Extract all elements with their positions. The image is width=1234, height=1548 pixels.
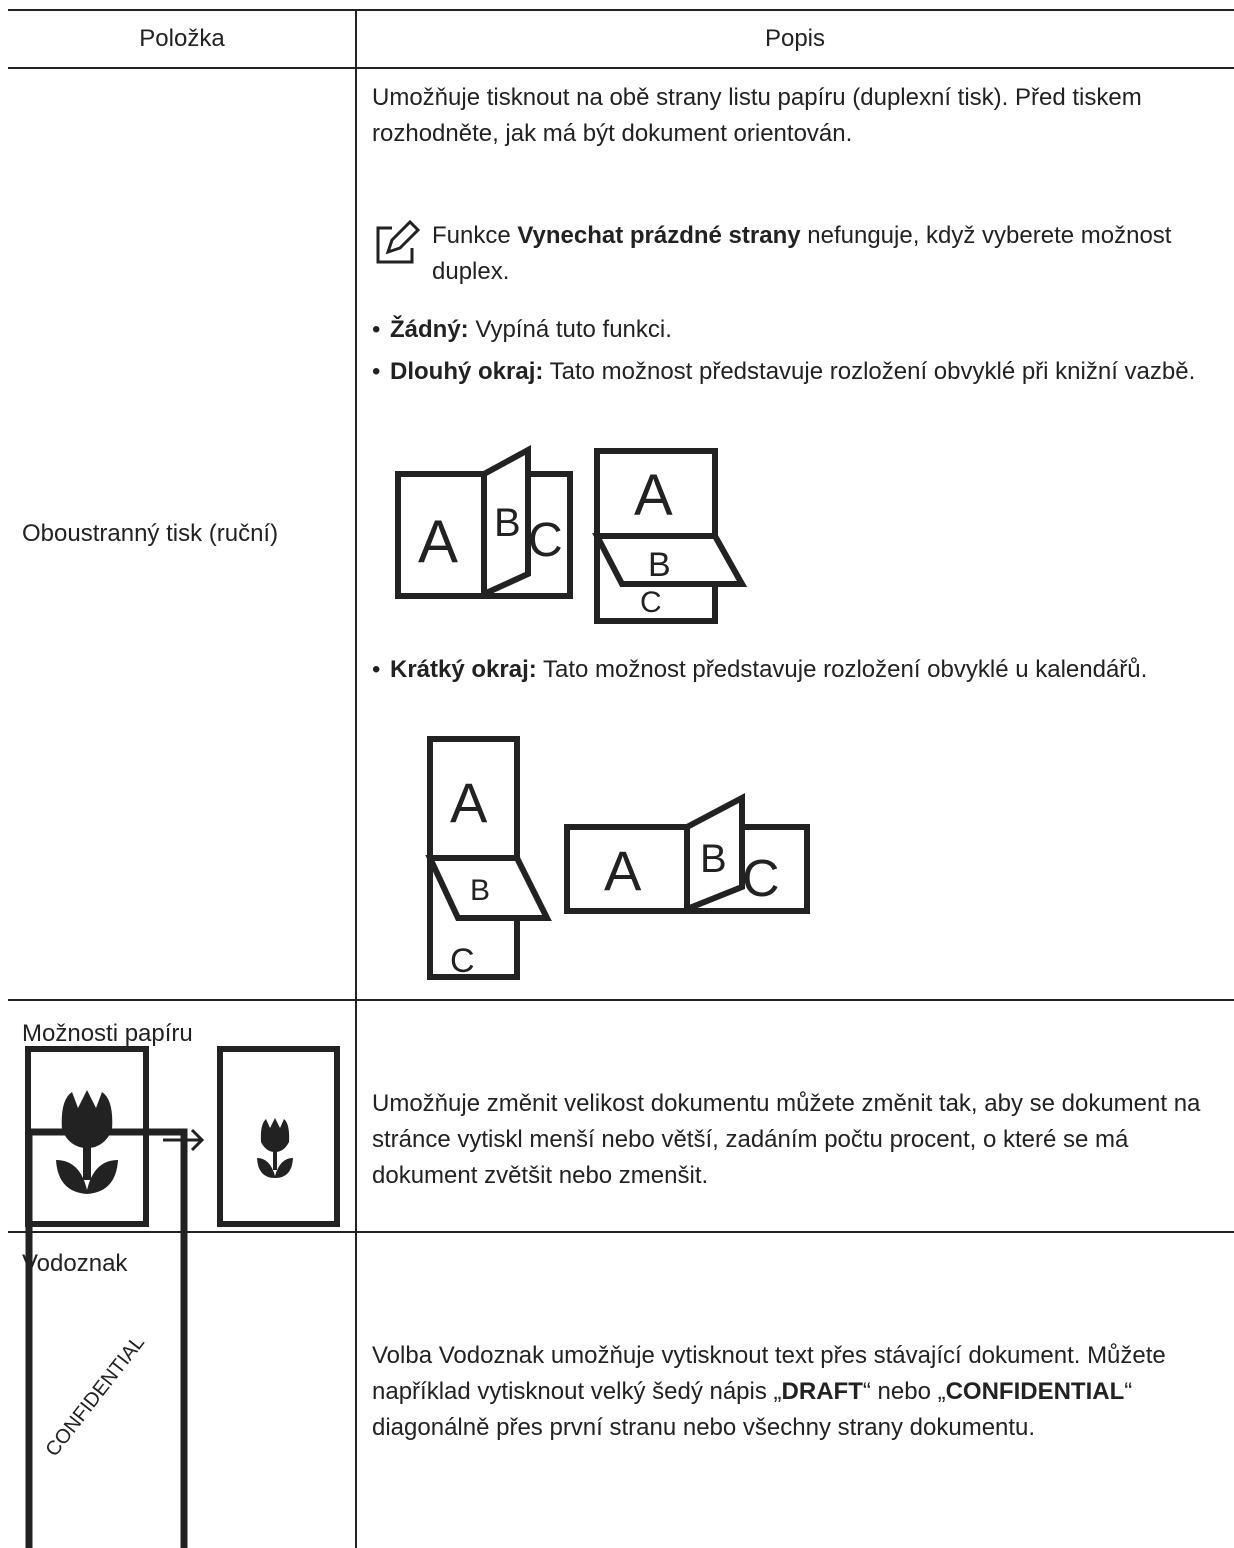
option-label: Žádný: (390, 316, 469, 343)
item-label: Vodoznak (22, 1250, 128, 1277)
letter: C (742, 850, 780, 908)
item-label: Možnosti papíru (22, 1020, 193, 1047)
desc-text: “ nebo „ (862, 1378, 946, 1405)
item-label: Oboustranný tisk (ruční) (22, 520, 279, 547)
option-list: Krátký okraj: Tato možnost představuje r… (372, 652, 1212, 694)
letter: A (634, 463, 673, 528)
letter: B (470, 874, 490, 907)
header-cell: Popis (764, 25, 826, 52)
letter: A (418, 508, 458, 575)
header-cell: Položka (139, 25, 225, 52)
description: Volba Vodoznak umožňuje vytisknout text … (372, 1338, 1228, 1446)
option-text: Tato možnost představuje rozložení obvyk… (543, 358, 1196, 385)
short-edge-letters: A B C A B C (450, 771, 780, 980)
letter: A (450, 771, 488, 834)
desc-text: CONFIDENTIAL (945, 1378, 1125, 1405)
watermark-icon: CONFIDENTIAL (25, 1128, 188, 1548)
option-text: Tato možnost představuje rozložení obvyk… (536, 656, 1148, 683)
note: Funkce Vynechat prázdné strany nefunguje… (432, 218, 1222, 290)
desc-text: DRAFT (781, 1378, 863, 1405)
long-edge-illustration (395, 444, 748, 624)
letter: C (528, 514, 563, 567)
option: Krátký okraj: Tato možnost představuje r… (372, 652, 1212, 688)
desc-text: Volba Vodoznak umožňuje vytisknout text … (372, 1342, 1166, 1405)
letter: B (648, 546, 671, 584)
description: Umožňuje tisknout na obě strany listu pa… (372, 84, 1142, 147)
long-edge-letters: A B C A B C (418, 463, 673, 619)
option-text: Vypíná tuto funkci. (468, 316, 672, 343)
option-label: Krátký okraj: (390, 656, 537, 683)
letter: C (450, 942, 475, 980)
option-list: Žádný: Vypíná tuto funkci. Dlouhý okraj:… (372, 312, 1212, 396)
note-text: Funkce (432, 222, 518, 249)
description: Umožňuje změnit velikost dokumentu můžet… (372, 1090, 1201, 1189)
letter: A (604, 839, 642, 902)
option: Žádný: Vypíná tuto funkci. (372, 312, 1212, 348)
option: Dlouhý okraj: Tato možnost představuje r… (372, 354, 1212, 390)
letter: B (700, 837, 727, 881)
watermark-text: CONFIDENTIAL (41, 1332, 149, 1461)
note-icon (376, 219, 421, 264)
option-label: Dlouhý okraj: (390, 358, 544, 385)
short-edge-illustration (425, 736, 810, 980)
letter: C (640, 586, 662, 619)
desc-text: “ diagonálně přes první stranu nebo všec… (372, 1378, 1133, 1441)
note-bold: Vynechat prázdné strany (517, 222, 801, 249)
note-text: nefunguje, když vyberete možnost duplex. (432, 222, 1172, 285)
letter: B (494, 501, 521, 545)
